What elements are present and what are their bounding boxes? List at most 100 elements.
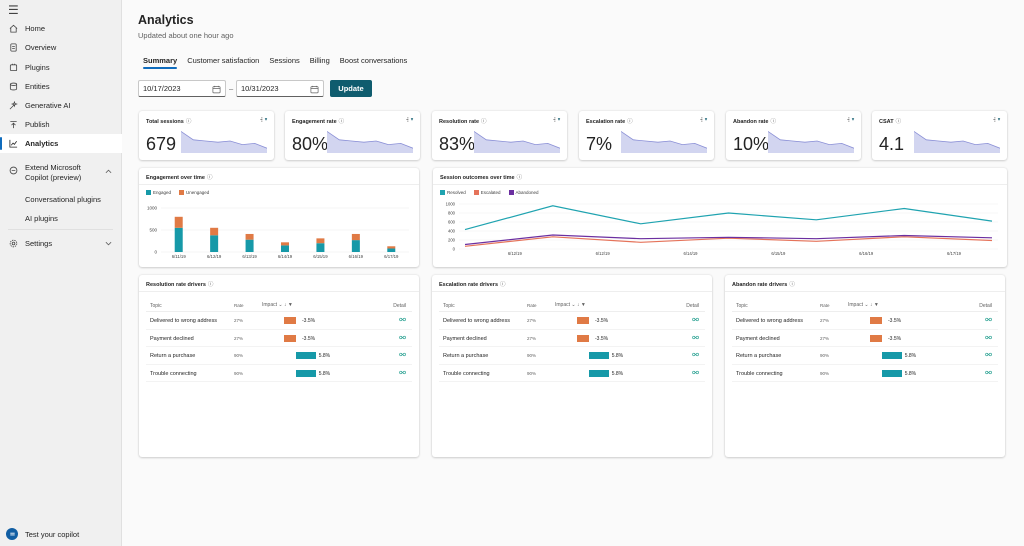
legend-swatch: [179, 190, 185, 195]
filter-icon[interactable]: ▼: [580, 302, 586, 308]
info-icon[interactable]: ⓘ: [207, 282, 214, 288]
header-topic[interactable]: Topic: [443, 303, 455, 309]
kpi-value: 10%: [733, 134, 770, 154]
table-row[interactable]: Trouble connecting 90% 5.8%: [146, 365, 412, 382]
header-topic[interactable]: Topic: [736, 303, 748, 309]
trend-filter-icon[interactable]: [553, 117, 561, 124]
filter-icon[interactable]: ▼: [873, 302, 879, 308]
topic-rate: 90%: [527, 353, 537, 358]
chevron-down-icon[interactable]: ⌄: [571, 302, 576, 308]
header-rate[interactable]: Rate: [234, 303, 244, 308]
filter-icon[interactable]: ▼: [287, 302, 293, 308]
panel-title: Engagement over time ⓘ: [146, 173, 213, 181]
header-rate[interactable]: Rate: [527, 303, 537, 308]
tab-boost-conversations[interactable]: Boost conversations: [339, 56, 408, 65]
detail-glasses-icon[interactable]: [399, 352, 406, 359]
detail-glasses-icon[interactable]: [692, 370, 699, 377]
trend-filter-icon[interactable]: [847, 117, 855, 124]
info-icon[interactable]: ⓘ: [207, 175, 213, 181]
kpi-value: 80%: [292, 134, 329, 154]
table-row[interactable]: Delivered to wrong address 27% -3.5%: [732, 312, 998, 330]
table-row[interactable]: Return a purchase 90% 5.8%: [146, 347, 412, 365]
hamburger-menu-icon[interactable]: ☰: [8, 3, 19, 17]
table-row[interactable]: Trouble connecting 90% 5.8%: [732, 365, 998, 382]
x-tick-label: 6/12/19: [508, 251, 523, 256]
header-impact[interactable]: Impact ⌄ ↓ ▼: [848, 302, 928, 310]
sidebar-item-overview[interactable]: Overview: [0, 38, 122, 57]
detail-glasses-icon[interactable]: [985, 335, 992, 342]
info-icon[interactable]: ⓘ: [770, 119, 776, 125]
tab-sessions[interactable]: Sessions: [269, 56, 300, 65]
calendar-icon[interactable]: [310, 84, 319, 99]
chevron-up-icon[interactable]: [105, 167, 112, 176]
tab-billing[interactable]: Billing: [309, 56, 330, 65]
info-icon[interactable]: ⓘ: [185, 119, 192, 125]
impact-bar-negative: [870, 317, 882, 324]
table-row[interactable]: Return a purchase 90% 5.8%: [732, 347, 998, 365]
start-date-input[interactable]: 10/17/2023: [138, 80, 226, 97]
chevron-down-icon[interactable]: [105, 239, 112, 248]
end-date-input[interactable]: 10/31/2023: [236, 80, 324, 97]
sidebar-item-publish[interactable]: Publish: [0, 115, 122, 134]
sidebar-item-settings[interactable]: Settings: [0, 234, 122, 253]
sidebar-item-generative-ai[interactable]: Generative AI: [0, 96, 122, 115]
topic-rate: 90%: [234, 353, 244, 358]
header-impact[interactable]: Impact ⌄ ↓ ▼: [262, 302, 342, 310]
calendar-icon[interactable]: [212, 84, 221, 99]
info-icon[interactable]: ⓘ: [338, 119, 345, 125]
detail-glasses-icon[interactable]: [985, 317, 992, 324]
x-tick-label: 6/14/19: [684, 251, 699, 256]
tab-customer-satisfaction[interactable]: Customer satisfaction: [187, 56, 260, 65]
tab-summary[interactable]: Summary: [138, 55, 182, 71]
kpi-label-text: Escalation rate: [586, 119, 626, 125]
detail-glasses-icon[interactable]: [399, 370, 406, 377]
table-row[interactable]: Delivered to wrong address 27% -3.5%: [146, 312, 412, 330]
sidebar-item-analytics[interactable]: Analytics: [0, 134, 122, 153]
trend-filter-icon[interactable]: [260, 117, 268, 124]
info-icon[interactable]: ⓘ: [481, 119, 487, 125]
detail-glasses-icon[interactable]: [399, 317, 406, 324]
trend-filter-icon[interactable]: [993, 117, 1001, 124]
test-copilot-button[interactable]: Test your copilot: [6, 528, 79, 540]
sort-down-icon[interactable]: ↓: [870, 302, 873, 308]
sidebar-item-home[interactable]: Home: [0, 19, 122, 38]
table-row[interactable]: Trouble connecting 90% 5.8%: [439, 365, 705, 382]
detail-glasses-icon[interactable]: [692, 317, 699, 324]
kpi-sparkline: [621, 131, 707, 153]
sort-down-icon[interactable]: ↓: [284, 302, 287, 308]
detail-glasses-icon[interactable]: [399, 335, 406, 342]
chevron-down-icon[interactable]: ⌄: [278, 302, 283, 308]
sidebar-item-extend-copilot[interactable]: Extend Microsoft Copilot (preview): [0, 162, 122, 188]
detail-glasses-icon[interactable]: [692, 335, 699, 342]
info-icon[interactable]: ⓘ: [516, 175, 523, 181]
detail-glasses-icon[interactable]: [692, 352, 699, 359]
info-icon[interactable]: ⓘ: [500, 282, 506, 288]
header-impact[interactable]: Impact ⌄ ↓ ▼: [555, 302, 635, 310]
chevron-down-icon[interactable]: ⌄: [864, 302, 869, 308]
table-row[interactable]: Delivered to wrong address 27% -3.5%: [439, 312, 705, 330]
info-icon[interactable]: ⓘ: [627, 119, 633, 125]
trend-filter-icon[interactable]: [406, 117, 414, 124]
x-tick-label: 6/11/19: [172, 254, 187, 259]
chart-legend: Engaged Unengaged: [146, 190, 217, 195]
table-row[interactable]: Payment declined 27% -3.5%: [146, 330, 412, 347]
update-button[interactable]: Update: [330, 80, 372, 97]
header-rate[interactable]: Rate: [820, 303, 830, 308]
sidebar-sub-conversational-plugins[interactable]: Conversational plugins: [25, 195, 101, 204]
sort-down-icon[interactable]: ↓: [577, 302, 580, 308]
table-row[interactable]: Payment declined 27% -3.5%: [732, 330, 998, 347]
database-icon: [8, 82, 18, 92]
info-icon[interactable]: ⓘ: [895, 119, 902, 125]
sidebar-sub-ai-plugins[interactable]: AI plugins: [25, 214, 58, 223]
table-row[interactable]: Payment declined 27% -3.5%: [439, 330, 705, 347]
trend-filter-icon[interactable]: [700, 117, 708, 124]
sidebar-item-entities[interactable]: Entities: [0, 77, 122, 96]
info-icon[interactable]: ⓘ: [789, 282, 795, 288]
detail-glasses-icon[interactable]: [985, 352, 992, 359]
sidebar-item-plugins[interactable]: Plugins: [0, 58, 122, 77]
sparkline-area: [768, 131, 854, 153]
detail-glasses-icon[interactable]: [985, 370, 992, 377]
impact-bar-positive: [589, 369, 609, 377]
table-row[interactable]: Return a purchase 90% 5.8%: [439, 347, 705, 365]
header-topic[interactable]: Topic: [150, 303, 162, 309]
